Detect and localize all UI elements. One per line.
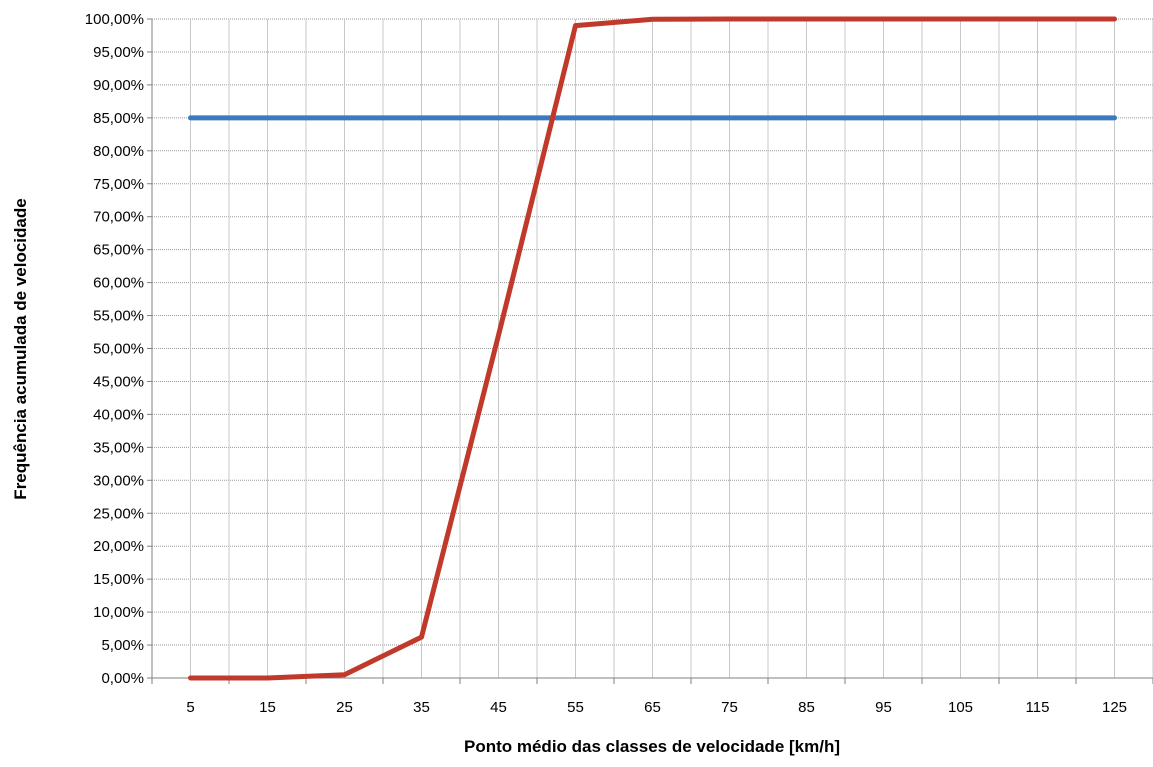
y-tick-label: 70,00% [93, 209, 144, 226]
y-tick-label: 0,00% [101, 670, 144, 687]
y-tick-label: 60,00% [93, 275, 144, 292]
grid-layer [152, 18, 1153, 678]
x-tick-label: 75 [721, 699, 738, 716]
x-tick-label: 25 [336, 699, 353, 716]
x-tick-label: 35 [413, 699, 430, 716]
y-tick-label: 30,00% [93, 472, 144, 489]
y-tick-label: 25,00% [93, 505, 144, 522]
x-tick-label: 5 [186, 699, 194, 716]
x-tick-labels: 5 15 25 35 45 55 65 75 85 95 105 115 125 [186, 699, 1127, 716]
y-tick-label: 90,00% [93, 77, 144, 94]
y-tick-label: 55,00% [93, 308, 144, 325]
x-tick-label: 95 [875, 699, 892, 716]
series-layer [188, 16, 1117, 681]
x-tick-label: 115 [1026, 699, 1050, 716]
y-tick-labels: 0,00% 5,00% 10,00% 15,00% 20,00% 25,00% 30,00%… [85, 11, 144, 687]
y-tick-label: 85,00% [93, 110, 144, 127]
x-tick-label: 55 [567, 699, 584, 716]
x-tick-label: 45 [490, 699, 507, 716]
y-axis-title: Frequência acumulada de velocidade [11, 198, 30, 499]
y-tick-label: 5,00% [101, 637, 144, 654]
y-tick-label: 95,00% [93, 44, 144, 61]
y-tick-label: 50,00% [93, 341, 144, 358]
x-tick-label: 65 [644, 699, 661, 716]
y-tick-label: 15,00% [93, 571, 144, 588]
y-tick-label: 75,00% [93, 176, 144, 193]
cumulative-frequency-line [188, 16, 1117, 681]
y-tick-label: 45,00% [93, 373, 144, 390]
y-tick-label: 65,00% [93, 242, 144, 259]
y-tick-label: 35,00% [93, 439, 144, 456]
y-tick-label: 80,00% [93, 143, 144, 160]
x-tick-label: 125 [1102, 699, 1127, 716]
y-tick-label: 10,00% [93, 604, 144, 621]
y-tick-label: 40,00% [93, 406, 144, 423]
y-tick-label: 100,00% [85, 11, 144, 28]
x-tick-label: 105 [948, 699, 973, 716]
x-tick-label: 85 [798, 699, 815, 716]
x-axis-title: Ponto médio das classes de velocidade [k… [464, 737, 840, 756]
x-tick-label: 15 [259, 699, 276, 716]
y-tick-label: 20,00% [93, 538, 144, 555]
